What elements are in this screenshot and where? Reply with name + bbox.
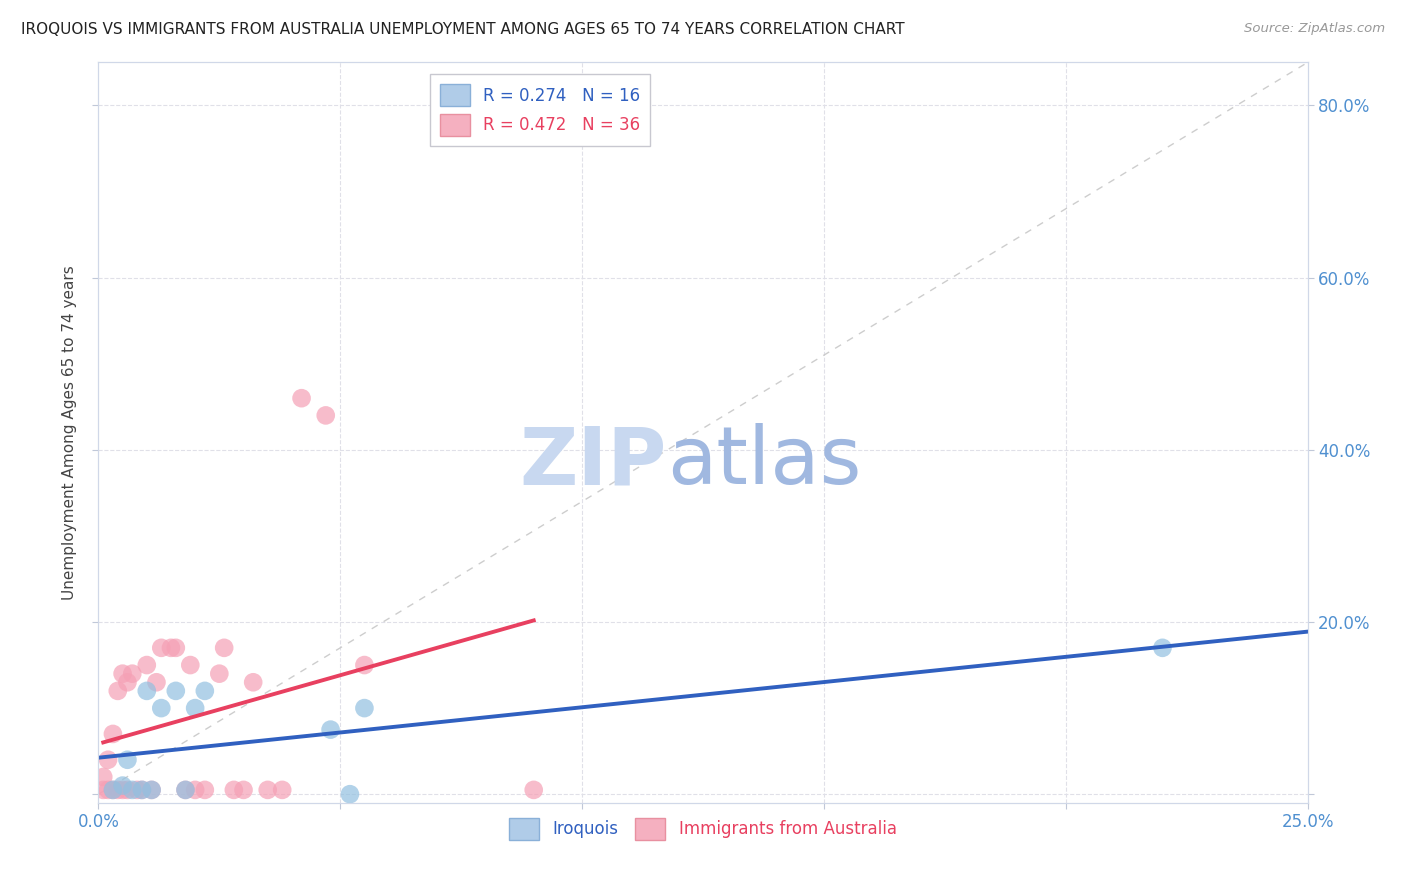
Point (222, 783, 245, 797)
Point (111, 783, 134, 797)
Point (117, 753, 139, 767)
Text: Source: ZipAtlas.com: Source: ZipAtlas.com (1244, 22, 1385, 36)
Point (101, 727, 124, 741)
Point (135, 658, 157, 673)
Point (256, 783, 278, 797)
Point (1152, 640, 1174, 655)
Point (160, 640, 183, 655)
Point (141, 783, 163, 797)
Point (194, 684, 217, 698)
Point (117, 675, 139, 690)
Point (319, 723, 342, 737)
Point (97, 753, 120, 767)
Point (111, 666, 134, 681)
Point (184, 783, 207, 797)
Point (194, 783, 217, 797)
Point (174, 783, 197, 797)
Point (271, 783, 294, 797)
Point (179, 658, 201, 673)
Point (165, 640, 187, 655)
Point (184, 701, 207, 715)
Point (121, 783, 143, 797)
Point (232, 783, 254, 797)
Point (242, 675, 264, 690)
Point (107, 684, 129, 698)
Text: IROQUOIS VS IMMIGRANTS FROM AUSTRALIA UNEMPLOYMENT AMONG AGES 65 TO 74 YEARS COR: IROQUOIS VS IMMIGRANTS FROM AUSTRALIA UN… (21, 22, 904, 37)
Point (212, 640, 235, 655)
Point (101, 783, 124, 797)
Text: atlas: atlas (666, 423, 860, 501)
Point (107, 783, 129, 797)
Point (131, 783, 153, 797)
Point (339, 787, 361, 801)
Point (141, 783, 163, 797)
Point (353, 658, 375, 673)
Legend: Iroquois, Immigrants from Australia: Iroquois, Immigrants from Australia (503, 812, 903, 847)
Point (208, 666, 231, 681)
Point (145, 675, 167, 690)
Point (91, 770, 114, 784)
Point (91, 783, 114, 797)
Point (165, 684, 187, 698)
Point (135, 684, 157, 698)
Y-axis label: Unemployment Among Ages 65 to 74 years: Unemployment Among Ages 65 to 74 years (62, 265, 77, 600)
Point (353, 701, 375, 715)
Point (150, 701, 173, 715)
Point (174, 783, 197, 797)
Point (121, 666, 143, 681)
Text: ZIP: ZIP (519, 423, 666, 501)
Point (290, 391, 312, 405)
Point (315, 409, 337, 423)
Point (523, 783, 546, 797)
Point (127, 783, 149, 797)
Point (150, 640, 173, 655)
Point (97, 783, 120, 797)
Point (131, 783, 153, 797)
Point (117, 783, 139, 797)
Point (111, 779, 134, 793)
Point (101, 783, 124, 797)
